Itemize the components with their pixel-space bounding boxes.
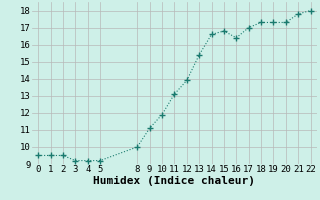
X-axis label: Humidex (Indice chaleur): Humidex (Indice chaleur) [93, 176, 255, 186]
